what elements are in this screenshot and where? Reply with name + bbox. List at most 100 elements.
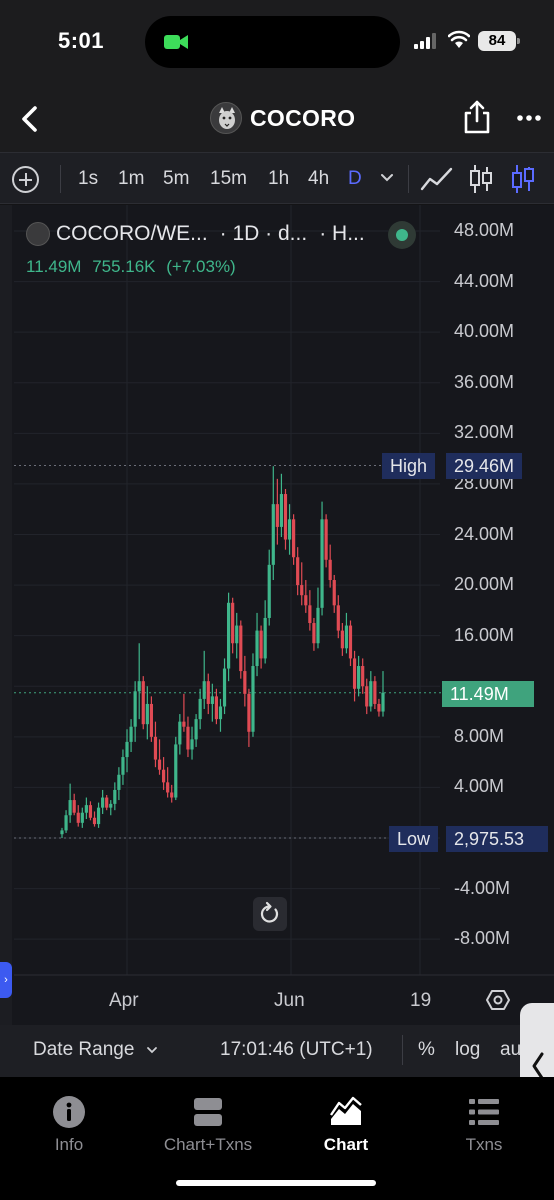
candle-body [182,721,186,727]
add-indicator-icon[interactable] [12,166,39,193]
candle-body [88,805,93,818]
candle-body [352,658,357,689]
candle-body [222,668,227,707]
candlestick-icon[interactable] [468,163,494,195]
candle-body [275,504,279,527]
candle-body [218,706,223,720]
candle-body [263,617,267,659]
auto-scale-toggle[interactable]: au [500,1039,522,1060]
candle-body [247,693,251,732]
candle-body [170,792,174,798]
candle-body [109,803,113,808]
legend-pair: COCORO/WE... [56,222,208,245]
candle-body [92,817,97,825]
candle-body [332,580,336,606]
candle-body [287,519,292,540]
candle-body [121,757,125,775]
live-status-icon [388,221,416,249]
settings-icon[interactable] [486,988,510,1012]
status-time: 5:01 [58,28,105,53]
high-value: 29.46M [446,453,523,479]
candle-body [328,559,332,581]
share-icon[interactable] [462,100,492,134]
log-scale-toggle[interactable]: log [455,1039,481,1060]
more-icon[interactable] [516,108,542,128]
chart-toolbar: 1s 1m 5m 15m 1h 4h D [0,152,554,204]
candle-body [373,681,377,704]
date-range-bar: Date Range 17:01:46 (UTC+1) % log au [0,1025,554,1077]
interval-1h[interactable]: 1h [268,168,290,189]
video-camera-icon [164,35,188,49]
candle-body [296,557,300,586]
percent-scale-toggle[interactable]: % [418,1039,435,1060]
candle-body [231,602,235,644]
candle-body [214,696,219,720]
candle-body [153,736,158,760]
legend-change-abs: 755.16K [92,257,156,276]
interval-15m[interactable]: 15m [210,168,247,189]
candle-body [68,800,72,816]
bars-icon[interactable] [510,163,536,195]
token-title: COCORO [210,100,355,136]
candle-body [113,789,117,804]
chevron-right-icon[interactable]: › [0,962,12,998]
candle-body [336,605,340,631]
candle-body [267,564,271,618]
interval-5m[interactable]: 5m [163,168,190,189]
interval-4h[interactable]: 4h [308,168,330,189]
chart-legend: COCORO/WE... · 1D · d... · H... [26,222,365,246]
candle-body [157,759,162,770]
candle-body [357,666,361,689]
y-tick-label: 16.00M [454,624,515,645]
date-range-button[interactable]: Date Range [33,1039,135,1060]
wifi-icon [448,30,470,48]
bottom-nav: Info Chart+Txns Chart Txns [0,1077,554,1200]
nav-chart-txns[interactable]: Chart+Txns [153,1095,263,1155]
candle-body [210,696,214,704]
candle-body [377,703,381,712]
chevron-down-icon[interactable] [146,1044,158,1056]
candle-body [312,623,316,644]
candle-body [174,744,178,798]
candle-body [239,625,243,672]
candle-body [344,625,349,649]
candle-body [133,691,137,727]
price-chart[interactable] [0,205,554,1025]
candle-body [365,686,369,707]
interval-1s[interactable]: 1s [78,168,99,189]
y-tick-label: 48.00M [454,220,515,240]
info-icon [53,1096,85,1128]
y-tick-label: 8.00M [454,725,505,746]
split-view-icon [194,1098,222,1126]
nav-label: Txns [465,1135,503,1154]
interval-d[interactable]: D [348,168,362,189]
candle-body [194,719,198,740]
y-tick-label: 40.00M [454,321,515,342]
candle-body [186,726,190,750]
candle-body [125,741,129,758]
candle-body [141,681,145,725]
nav-chart[interactable]: Chart [291,1095,401,1155]
x-tick-19: 19 [410,990,432,1011]
reset-zoom-button[interactable] [253,897,287,931]
chevron-left-icon[interactable] [16,104,44,134]
nav-txns[interactable]: Txns [429,1095,539,1155]
interval-1m[interactable]: 1m [118,168,145,189]
candle-body [202,681,206,699]
legend-extra: · H... [319,222,365,245]
candle-body [137,681,141,692]
status-bar: 5:01 84 [0,0,554,86]
chevron-left-icon [532,1052,544,1080]
chevron-down-icon[interactable] [380,170,394,184]
token-logo [210,102,242,134]
candle-body [235,625,239,644]
candle-body [308,605,312,624]
x-tick-jun: Jun [274,990,305,1011]
line-chart-icon[interactable] [420,165,454,193]
candle-body [206,681,210,704]
candle-body [251,666,255,732]
candle-body [84,805,88,813]
candle-body [381,692,385,712]
nav-info[interactable]: Info [14,1095,124,1155]
candle-body [178,721,182,745]
